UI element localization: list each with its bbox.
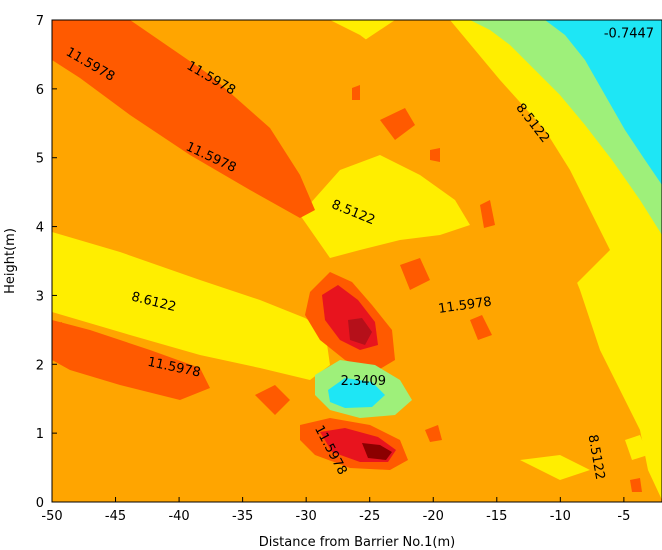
region-cyan	[545, 20, 662, 185]
region-red-orange-small-6	[630, 478, 642, 492]
region-red-orange-small-2	[400, 258, 430, 290]
region-red-orange-left	[52, 320, 210, 400]
region-red-orange-upper	[52, 20, 315, 218]
y-tick-label: 0	[36, 496, 44, 511]
y-tick-label: 2	[36, 358, 44, 373]
y-tick-label: 7	[36, 14, 44, 29]
x-tick-label: -15	[486, 509, 507, 524]
region-dark-red-lower	[362, 443, 392, 460]
region-red-orange-small-10	[352, 85, 360, 100]
region-cyan-pocket	[328, 378, 385, 408]
region-yellow-center	[300, 155, 470, 258]
region-red-orange-small-3	[470, 315, 492, 340]
x-tick-label: -40	[168, 509, 189, 524]
y-axis-label: Height(m)	[3, 228, 18, 294]
x-tick-label: -5	[617, 509, 630, 524]
x-tick-label: -45	[105, 509, 126, 524]
region-yellow-small-1	[520, 455, 590, 480]
region-red-orange-small-4	[255, 385, 290, 415]
y-tick-label: 3	[36, 289, 44, 304]
region-red-orange-small-8	[480, 200, 495, 228]
contour-label: 2.3409	[341, 374, 387, 389]
region-yellow-small-2	[625, 435, 648, 460]
region-yellow-left-band	[52, 232, 330, 380]
plot-frame	[51, 19, 662, 503]
x-tick-label: -25	[359, 509, 380, 524]
x-axis-label: Distance from Barrier No.1(m)	[259, 535, 455, 550]
region-red-orange-small-7	[425, 425, 442, 442]
x-tick-label: -20	[423, 509, 444, 524]
region-red-orange-small-5	[52, 322, 62, 345]
x-tick-label: -30	[296, 509, 317, 524]
y-tick-label: 1	[36, 427, 44, 442]
plot-area	[52, 20, 662, 502]
region-dark-red-center	[348, 318, 372, 345]
region-red-orange-small-9	[430, 148, 440, 162]
contour-label: -0.7447	[604, 26, 654, 41]
y-tick-label: 6	[36, 83, 44, 98]
x-tick-label: -50	[41, 509, 62, 524]
region-orange-diagonal-band	[365, 20, 610, 300]
contour-label: 11.5978	[437, 295, 492, 317]
x-axis-ticks: -50 -45 -40 -35 -30 -25 -20 -15 -10 -5	[41, 497, 630, 524]
region-red-orange-small-1	[380, 108, 415, 140]
x-tick-label: -35	[232, 509, 253, 524]
y-tick-label: 4	[36, 221, 44, 236]
region-yellow-upper	[258, 20, 662, 500]
x-tick-label: -10	[550, 509, 571, 524]
y-axis-ticks: 0 1 2 3 4 5 6 7	[36, 14, 57, 511]
y-tick-label: 5	[36, 152, 44, 167]
